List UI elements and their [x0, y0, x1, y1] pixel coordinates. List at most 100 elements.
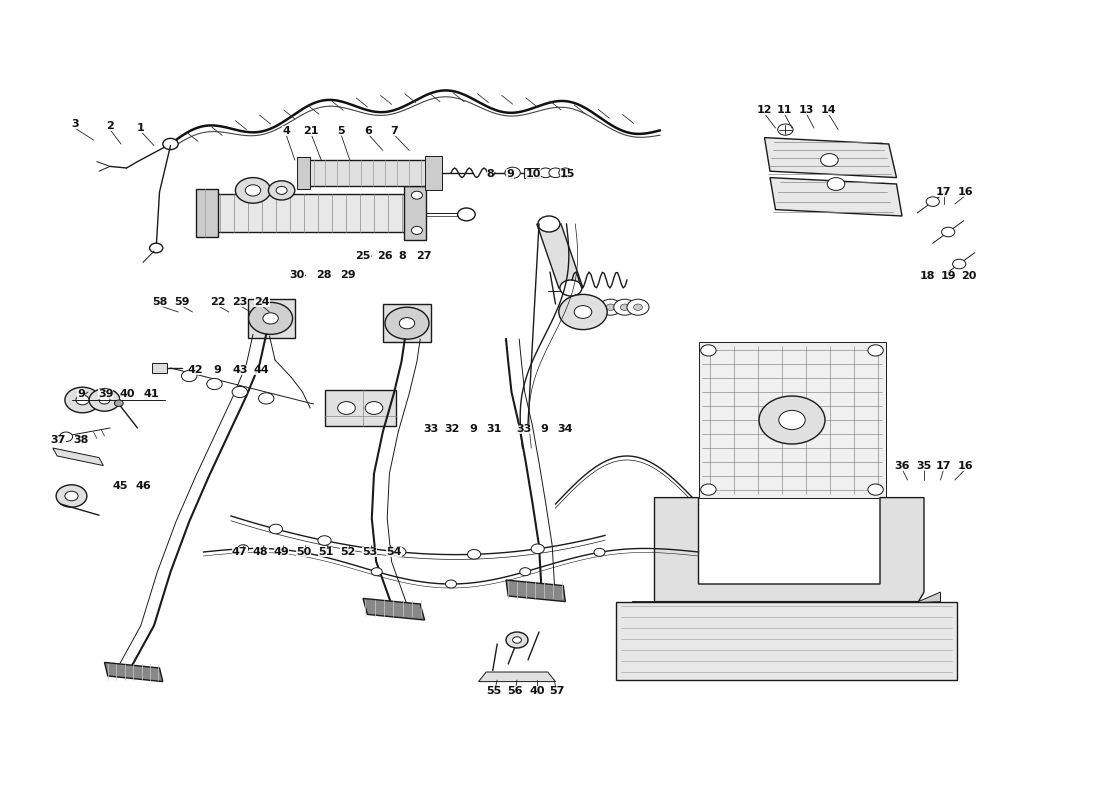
Circle shape [411, 191, 422, 199]
Circle shape [942, 227, 955, 237]
Text: 16: 16 [958, 187, 974, 197]
Text: 25: 25 [355, 251, 371, 261]
Circle shape [590, 304, 598, 310]
Circle shape [297, 548, 308, 556]
Text: 32: 32 [444, 424, 460, 434]
Circle shape [258, 393, 274, 404]
Circle shape [446, 580, 456, 588]
Text: 36: 36 [894, 461, 910, 470]
Circle shape [778, 124, 793, 135]
Circle shape [606, 304, 615, 310]
Text: 47: 47 [232, 547, 248, 557]
Text: 29: 29 [340, 270, 355, 280]
Circle shape [59, 432, 73, 442]
Polygon shape [524, 168, 539, 178]
Text: 10: 10 [526, 170, 541, 179]
Polygon shape [770, 178, 902, 216]
Text: 8: 8 [486, 170, 495, 179]
Text: 12: 12 [757, 106, 772, 115]
Circle shape [65, 387, 100, 413]
Text: 13: 13 [799, 106, 814, 115]
Circle shape [868, 345, 883, 356]
Circle shape [114, 400, 123, 406]
Text: 35: 35 [916, 461, 932, 470]
Text: 46: 46 [135, 482, 151, 491]
Text: 24: 24 [254, 298, 270, 307]
Circle shape [759, 396, 825, 444]
Text: 17: 17 [936, 187, 952, 197]
Circle shape [701, 484, 716, 495]
Circle shape [249, 302, 293, 334]
Text: 19: 19 [940, 271, 956, 281]
Polygon shape [297, 157, 310, 189]
Polygon shape [764, 138, 896, 178]
Circle shape [506, 632, 528, 648]
Text: 22: 22 [210, 298, 225, 307]
Text: 56: 56 [507, 686, 522, 696]
Circle shape [238, 545, 249, 553]
Text: 38: 38 [74, 435, 89, 445]
Polygon shape [616, 602, 957, 680]
Circle shape [338, 402, 355, 414]
Circle shape [385, 307, 429, 339]
Polygon shape [478, 672, 556, 682]
Polygon shape [506, 580, 565, 602]
Text: 2: 2 [106, 121, 114, 130]
Polygon shape [196, 189, 218, 237]
Circle shape [365, 402, 383, 414]
Polygon shape [404, 186, 426, 240]
Circle shape [468, 550, 481, 559]
Circle shape [268, 181, 295, 200]
Text: 59: 59 [174, 298, 189, 307]
Text: 9: 9 [469, 424, 477, 434]
Text: 55: 55 [486, 686, 502, 696]
Circle shape [560, 280, 582, 296]
Polygon shape [308, 160, 427, 186]
Text: 20: 20 [961, 271, 977, 281]
Text: 40: 40 [120, 389, 135, 398]
Text: 53: 53 [362, 547, 377, 557]
Circle shape [953, 259, 966, 269]
Text: 11: 11 [777, 106, 792, 115]
Circle shape [531, 544, 544, 554]
Text: 3: 3 [72, 119, 78, 129]
Circle shape [549, 168, 562, 178]
Text: 58: 58 [152, 298, 167, 307]
Circle shape [150, 243, 163, 253]
Text: 6: 6 [364, 126, 373, 136]
Text: 9: 9 [77, 389, 86, 398]
Text: 39: 39 [98, 389, 113, 398]
Text: 16: 16 [958, 461, 974, 470]
Circle shape [583, 299, 605, 315]
Circle shape [393, 547, 406, 557]
Polygon shape [248, 299, 295, 338]
Circle shape [513, 637, 521, 643]
Circle shape [245, 185, 261, 196]
Text: 52: 52 [340, 547, 355, 557]
Circle shape [926, 197, 939, 206]
Circle shape [207, 378, 222, 390]
Circle shape [779, 410, 805, 430]
Text: 15: 15 [560, 170, 575, 179]
Circle shape [56, 485, 87, 507]
Circle shape [827, 178, 845, 190]
Text: 57: 57 [549, 686, 564, 696]
Circle shape [399, 318, 415, 329]
Circle shape [559, 294, 607, 330]
Text: 14: 14 [821, 106, 836, 115]
Bar [152, 363, 167, 373]
Circle shape [89, 389, 120, 411]
Text: 28: 28 [316, 270, 331, 280]
Circle shape [519, 568, 530, 576]
Text: 51: 51 [318, 547, 333, 557]
Circle shape [182, 370, 197, 382]
Polygon shape [654, 498, 924, 602]
Circle shape [538, 216, 560, 232]
Circle shape [620, 304, 629, 310]
Circle shape [458, 208, 475, 221]
Text: 54: 54 [386, 547, 402, 557]
Text: 31: 31 [486, 424, 502, 434]
Circle shape [411, 226, 422, 234]
Polygon shape [698, 342, 886, 498]
Circle shape [575, 304, 584, 310]
